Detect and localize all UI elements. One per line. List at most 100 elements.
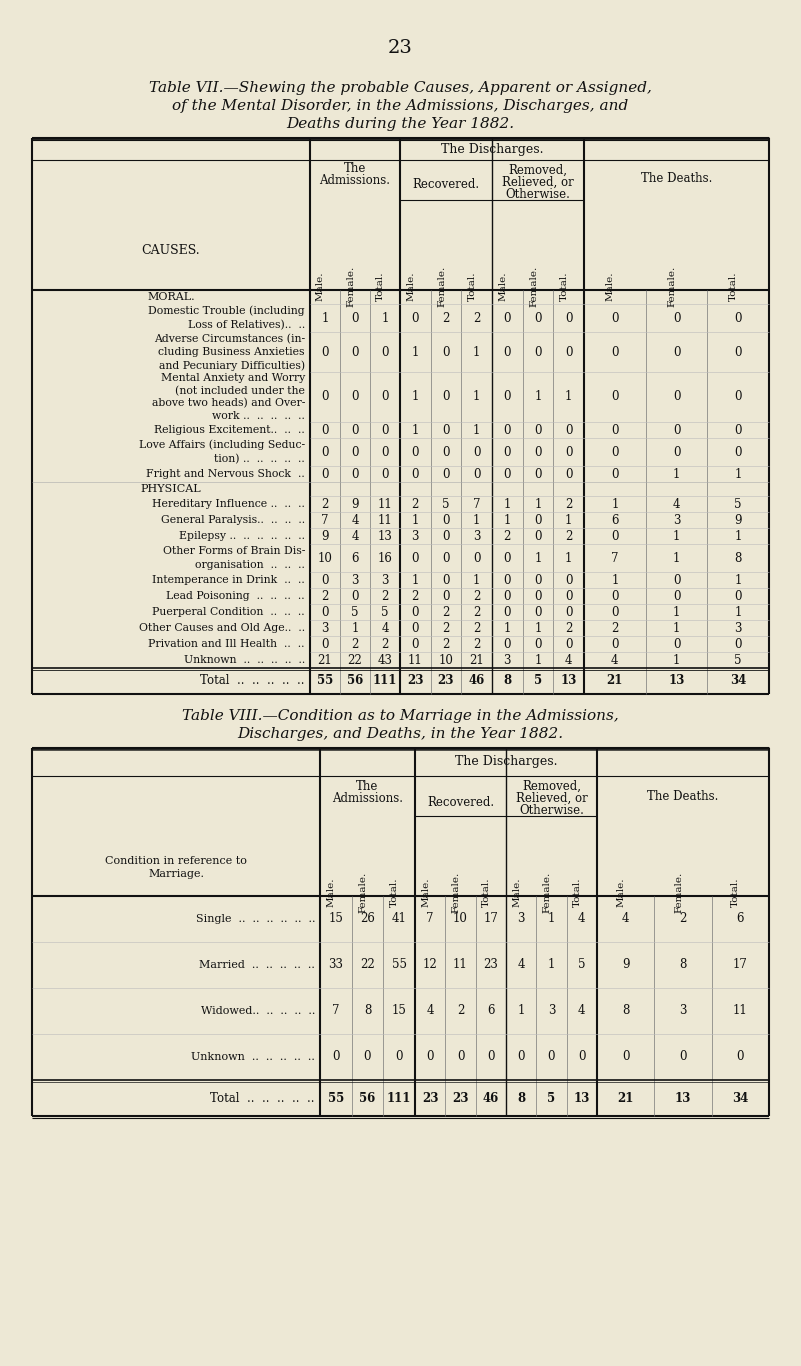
Text: 4: 4 (517, 959, 525, 971)
Text: 7: 7 (321, 514, 328, 526)
Text: 0: 0 (534, 445, 541, 459)
Text: 26: 26 (360, 912, 375, 926)
Text: 0: 0 (611, 590, 618, 602)
Text: The Deaths.: The Deaths. (641, 172, 712, 184)
Text: 0: 0 (673, 445, 680, 459)
Text: 3: 3 (321, 622, 328, 634)
Text: 0: 0 (412, 638, 419, 650)
Text: 21: 21 (606, 675, 623, 687)
Text: 0: 0 (352, 467, 359, 481)
Text: 2: 2 (381, 590, 388, 602)
Text: 1: 1 (473, 346, 481, 358)
Text: Married  ..  ..  ..  ..  ..: Married .. .. .. .. .. (199, 960, 315, 970)
Text: 4: 4 (578, 1004, 586, 1018)
Text: 0: 0 (442, 391, 449, 403)
Text: 0: 0 (442, 574, 449, 586)
Text: 0: 0 (565, 638, 573, 650)
Text: 1: 1 (565, 391, 573, 403)
Text: Admissions.: Admissions. (332, 791, 403, 805)
Text: work ..  ..  ..  ..  ..: work .. .. .. .. .. (212, 411, 305, 421)
Text: 1: 1 (473, 391, 481, 403)
Text: 5: 5 (547, 1091, 556, 1105)
Text: 11: 11 (377, 497, 392, 511)
Text: 0: 0 (487, 1050, 494, 1064)
Text: 5: 5 (534, 675, 542, 687)
Text: 0: 0 (611, 638, 618, 650)
Text: 12: 12 (423, 959, 437, 971)
Text: 9: 9 (735, 514, 742, 526)
Text: 2: 2 (473, 311, 481, 325)
Text: 1: 1 (412, 346, 419, 358)
Text: Total.: Total. (482, 877, 491, 907)
Text: 2: 2 (473, 622, 481, 634)
Text: Marriage.: Marriage. (148, 869, 204, 878)
Text: 13: 13 (674, 1091, 691, 1105)
Text: 2: 2 (457, 1004, 465, 1018)
Text: 8: 8 (364, 1004, 371, 1018)
Text: Total.: Total. (729, 272, 739, 301)
Text: and Pecuniary Difficulties): and Pecuniary Difficulties) (159, 361, 305, 370)
Text: 1: 1 (735, 530, 742, 542)
Text: 0: 0 (504, 445, 511, 459)
Text: 1: 1 (565, 552, 573, 564)
Text: 23: 23 (453, 1091, 469, 1105)
Text: Male.: Male. (606, 272, 615, 301)
Text: 0: 0 (473, 445, 481, 459)
Text: 0: 0 (737, 1050, 744, 1064)
Text: 3: 3 (381, 574, 388, 586)
Text: 0: 0 (622, 1050, 630, 1064)
Text: 1: 1 (548, 959, 555, 971)
Text: 2: 2 (565, 530, 573, 542)
Text: 11: 11 (377, 514, 392, 526)
Text: Male.: Male. (327, 877, 336, 907)
Text: Love Affairs (including Seduc-: Love Affairs (including Seduc- (139, 440, 305, 451)
Text: 3: 3 (352, 574, 359, 586)
Text: 46: 46 (469, 675, 485, 687)
Text: 13: 13 (574, 1091, 590, 1105)
Text: 7: 7 (426, 912, 434, 926)
Text: Domestic Trouble (including: Domestic Trouble (including (148, 306, 305, 317)
Text: 0: 0 (442, 590, 449, 602)
Text: Female.: Female. (674, 872, 683, 912)
Text: 3: 3 (504, 653, 511, 667)
Text: 10: 10 (317, 552, 332, 564)
Text: Religious Excitement..  ..  ..: Religious Excitement.. .. .. (155, 425, 305, 434)
Text: 1: 1 (673, 530, 680, 542)
Text: Male.: Male. (421, 877, 430, 907)
Text: 0: 0 (457, 1050, 465, 1064)
Text: Condition in reference to: Condition in reference to (105, 856, 247, 866)
Text: 3: 3 (517, 912, 525, 926)
Text: 0: 0 (534, 530, 541, 542)
Text: Total.: Total. (573, 877, 582, 907)
Text: 1: 1 (412, 514, 419, 526)
Text: 3: 3 (679, 1004, 686, 1018)
Text: Total.: Total. (390, 877, 399, 907)
Text: 21: 21 (469, 653, 484, 667)
Text: 0: 0 (412, 467, 419, 481)
Text: 0: 0 (673, 638, 680, 650)
Text: MORAL.: MORAL. (147, 292, 195, 302)
Text: 3: 3 (548, 1004, 555, 1018)
Text: 0: 0 (504, 552, 511, 564)
Text: 0: 0 (735, 391, 742, 403)
Text: 5: 5 (442, 497, 449, 511)
Text: 11: 11 (733, 1004, 747, 1018)
Text: 1: 1 (504, 514, 511, 526)
Text: 0: 0 (504, 590, 511, 602)
Text: 17: 17 (733, 959, 748, 971)
Text: 21: 21 (618, 1091, 634, 1105)
Text: 1: 1 (321, 311, 328, 325)
Text: 1: 1 (412, 391, 419, 403)
Text: 4: 4 (352, 530, 359, 542)
Text: Widowed..  ..  ..  ..  ..: Widowed.. .. .. .. .. (200, 1005, 315, 1016)
Text: 0: 0 (534, 514, 541, 526)
Text: Lead Poisoning  ..  ..  ..  ..: Lead Poisoning .. .. .. .. (167, 591, 305, 601)
Text: 13: 13 (377, 530, 392, 542)
Text: 22: 22 (360, 959, 375, 971)
Text: 2: 2 (611, 622, 618, 634)
Text: The Deaths.: The Deaths. (647, 790, 718, 802)
Text: Unknown  ..  ..  ..  ..  ..: Unknown .. .. .. .. .. (191, 1052, 315, 1061)
Text: 8: 8 (517, 1091, 525, 1105)
Text: 15: 15 (392, 1004, 407, 1018)
Text: 13: 13 (668, 675, 685, 687)
